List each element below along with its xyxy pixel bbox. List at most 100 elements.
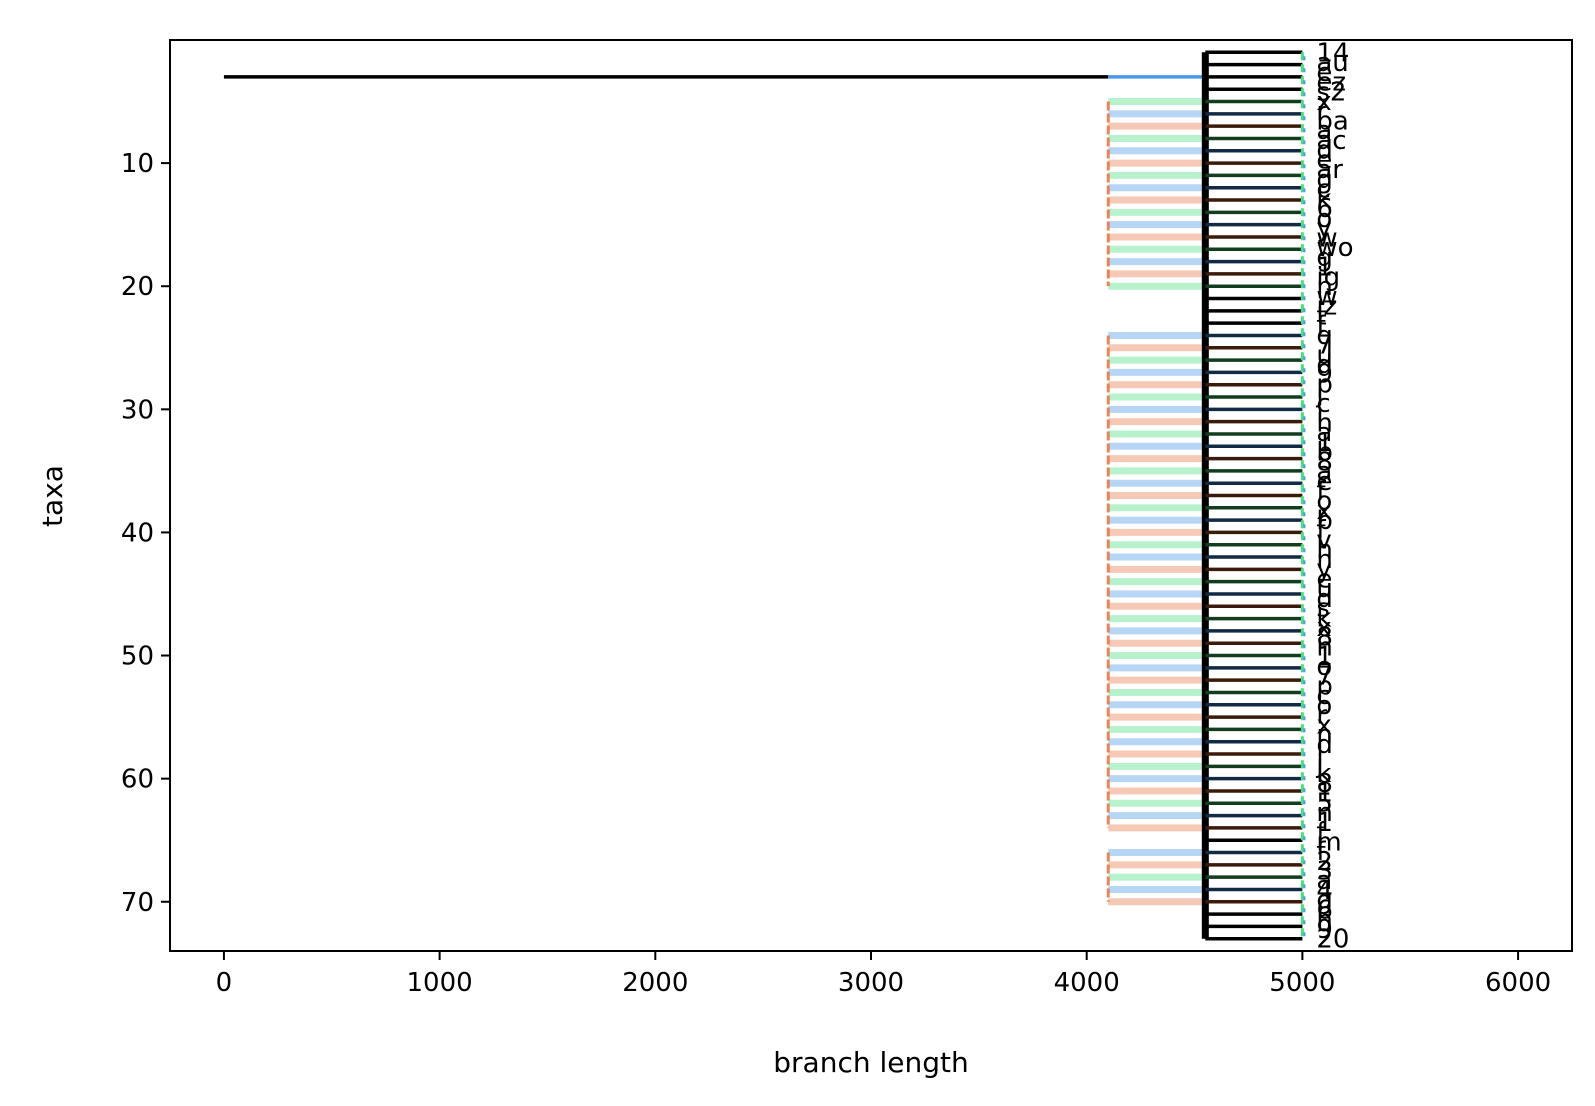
- taxon-label: e: [1316, 467, 1332, 497]
- taxon-label: a: [1316, 457, 1332, 487]
- y-tick-label: 30: [121, 395, 154, 425]
- taxon-label: k: [1316, 184, 1331, 214]
- taxon-label: r: [1316, 97, 1327, 127]
- taxon-label: o: [1316, 204, 1332, 234]
- tree-marks: 14aueezs2xrbaaacdeargck6oywwog1ignwiztfq…: [223, 38, 1354, 955]
- taxon-label: 7: [1316, 331, 1333, 361]
- taxon-label: 9: [1316, 915, 1333, 945]
- taxon-label: 9: [1316, 360, 1333, 390]
- taxon-label: v: [1316, 525, 1331, 555]
- taxon-label: x: [1316, 87, 1331, 117]
- taxon-label: n: [1316, 905, 1332, 935]
- taxon-label: r: [1316, 701, 1327, 731]
- taxon-label: e: [1316, 145, 1332, 175]
- taxon-label: h: [1316, 408, 1332, 438]
- taxon-label: j: [1315, 379, 1323, 409]
- taxon-label: f: [1316, 818, 1326, 848]
- y-tick-label: 50: [121, 642, 154, 672]
- x-axis: 0 1000 2000 3000 4000 5000 6000: [216, 951, 1551, 998]
- y-tick-label: 20: [121, 272, 154, 302]
- taxon-label: x: [1316, 710, 1331, 740]
- taxon-label: n: [1316, 720, 1332, 750]
- taxon-label: y: [1316, 555, 1331, 585]
- taxon-label: u: [1316, 574, 1332, 604]
- taxon-label: 8: [1316, 447, 1333, 477]
- taxon-label: 6: [1316, 194, 1333, 224]
- taxon-label: ar: [1316, 155, 1343, 185]
- taxon-label: 8: [1316, 623, 1333, 653]
- taxon-label: o: [1316, 486, 1332, 516]
- taxon-label: a: [1316, 116, 1332, 146]
- taxon-label: c: [1316, 389, 1330, 419]
- taxon-label: n: [1316, 272, 1332, 302]
- taxon-label: n: [1316, 632, 1332, 662]
- taxon-label: 6: [1316, 895, 1333, 925]
- taxon-label: 4: [1316, 876, 1333, 906]
- taxon-label: m: [1316, 827, 1341, 857]
- taxon-label: c: [1316, 681, 1330, 711]
- taxon-label: s: [1316, 594, 1330, 624]
- taxon-label: s2: [1316, 77, 1346, 107]
- taxon-label: w: [1316, 223, 1337, 253]
- taxon-label: f: [1316, 477, 1326, 507]
- taxon-label: 1: [1316, 808, 1333, 838]
- taxon-label: f: [1316, 516, 1326, 546]
- taxon-label: g: [1316, 886, 1333, 916]
- taxon-label: 14: [1316, 38, 1349, 68]
- taxon-label: u: [1316, 340, 1332, 370]
- taxon-label: d: [1316, 136, 1333, 166]
- taxon-label: wo: [1316, 233, 1353, 263]
- taxon-label: o: [1316, 652, 1332, 682]
- taxon-label: ba: [1316, 106, 1348, 136]
- taxon-label: x: [1316, 496, 1331, 526]
- taxon-label: b: [1316, 438, 1333, 468]
- taxon-label: q: [1316, 321, 1333, 351]
- taxon-label: x: [1316, 613, 1331, 643]
- y-axis-title: taxa: [36, 465, 69, 527]
- x-tick-label: 0: [216, 968, 233, 998]
- y-axis: 10 20 30 40 50 60 70: [121, 149, 170, 918]
- x-tick-label: 4000: [1054, 968, 1120, 998]
- taxon-label: t: [1316, 301, 1326, 331]
- taxon-label: e: [1316, 564, 1332, 594]
- taxon-label: ac: [1316, 126, 1346, 156]
- taxon-label: l: [1316, 740, 1323, 770]
- taxon-label: p: [1316, 671, 1333, 701]
- taxon-label: w: [1316, 282, 1337, 312]
- taxon-label: f: [1316, 311, 1326, 341]
- y-tick-label: 70: [121, 888, 154, 918]
- x-axis-title: branch length: [773, 1046, 968, 1079]
- x-tick-label: 6000: [1485, 968, 1551, 998]
- taxon-label: ig: [1316, 262, 1340, 292]
- taxon-label: 2: [1316, 847, 1333, 877]
- taxon-label: 1: [1316, 642, 1333, 672]
- taxon-label: n: [1316, 545, 1332, 575]
- taxon-label: h: [1316, 535, 1332, 565]
- taxon-label: d: [1316, 730, 1333, 760]
- taxon-label: a: [1316, 418, 1332, 448]
- taxon-label: iz: [1316, 292, 1337, 322]
- taxon-label: b: [1316, 506, 1333, 536]
- taxon-label: k: [1316, 603, 1331, 633]
- x-tick-label: 2000: [622, 968, 688, 998]
- taxon-label: 5: [1316, 788, 1333, 818]
- y-tick-label: 40: [121, 518, 154, 548]
- taxon-label: g: [1316, 165, 1333, 195]
- taxon-label: d: [1316, 584, 1333, 614]
- taxon-label: 3: [1316, 857, 1333, 887]
- taxon-label: 8: [1316, 769, 1333, 799]
- taxon-label: 1: [1316, 253, 1333, 283]
- taxon-label: e: [1316, 58, 1332, 88]
- x-tick-label: 5000: [1269, 968, 1335, 998]
- taxon-label: o: [1316, 691, 1332, 721]
- taxon-label: d: [1316, 350, 1333, 380]
- taxon-label: au: [1316, 48, 1348, 78]
- taxon-label: g: [1316, 243, 1333, 273]
- taxon-label: ez: [1316, 68, 1346, 98]
- taxon-label: j: [1315, 749, 1323, 779]
- taxon-label: 7: [1316, 662, 1333, 692]
- taxon-label: k: [1316, 759, 1331, 789]
- taxon-label: n: [1316, 798, 1332, 828]
- y-tick-label: 10: [121, 149, 154, 179]
